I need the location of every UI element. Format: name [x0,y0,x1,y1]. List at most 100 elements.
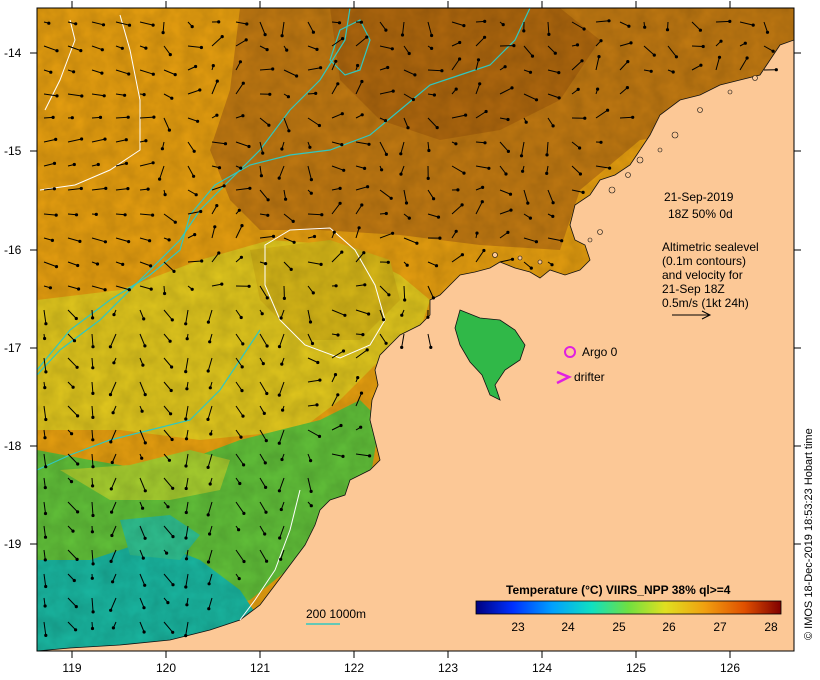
velocity-arrow [235,357,243,368]
velocity-arrow-head [208,340,212,344]
velocity-arrow-head [80,137,84,141]
velocity-arrow-head [319,262,323,266]
velocity-arrow-head [141,363,145,367]
velocity-arrow-head [167,238,171,242]
velocity-arrow-head [217,166,222,170]
velocity-arrow-head [631,115,635,119]
velocity-arrow-head [268,92,272,96]
velocity-arrow [259,235,274,239]
velocity-arrow-head [483,141,487,145]
velocity-arrow-head [171,486,175,490]
velocity-arrow-head [194,193,198,197]
velocity-arrow [739,57,748,71]
velocity-arrow-head [90,576,94,580]
velocity-arrow-head [244,38,248,42]
velocity-arrow [523,189,529,204]
velocity-arrow [475,201,483,215]
velocity-arrow [185,357,189,372]
velocity-arrow-head [699,63,703,67]
velocity-arrow [571,60,583,71]
velocity-arrow [259,141,264,154]
velocity-arrow [235,501,245,514]
velocity-arrow [355,392,362,407]
velocity-arrow-head [44,633,48,638]
velocity-arrow-head [103,137,107,141]
velocity-arrow-head [211,64,215,68]
velocity-arrow [331,141,342,146]
velocity-arrow-head [475,231,479,235]
velocity-arrow-head [674,55,679,59]
velocity-arrow-head [259,174,263,178]
velocity-arrow [207,453,213,468]
lat-label: -16 [4,243,22,257]
velocity-arrow [163,429,173,440]
velocity-arrow-head [78,239,82,243]
velocity-arrow-head [462,24,466,28]
velocity-arrow [67,621,76,631]
velocity-arrow-head [209,432,213,436]
velocity-arrow [43,309,47,324]
velocity-arrow [331,425,342,431]
velocity-arrow-head [170,318,174,322]
velocity-arrow-head [478,82,482,86]
lon-tick-0: 119 [62,1,82,675]
velocity-arrow-head [264,485,268,489]
velocity-arrow [283,69,297,77]
velocity-arrow-head [185,603,189,607]
lon-tick-3: 122 [344,1,364,675]
velocity-arrow-head [295,74,299,78]
velocity-arrow [211,205,218,215]
velocity-arrow-head [109,608,113,612]
velocity-arrow [595,165,610,169]
velocity-arrow-head [109,487,113,491]
velocity-arrow [139,237,150,242]
velocity-arrow [499,87,513,95]
velocity-arrow-head [368,454,372,458]
velocity-arrow-head [152,115,156,119]
velocity-arrow [139,429,146,444]
velocity-arrow-head [208,386,212,390]
velocity-arrow [235,39,247,47]
velocity-arrow [211,226,216,239]
velocity-arrow [379,309,384,320]
velocity-arrows [43,19,778,638]
velocity-arrow-head [265,296,269,300]
velocity-arrow-head [337,21,342,25]
argo-legend: Argo 0 [564,345,618,359]
velocity-arrow-head [407,216,411,220]
velocity-arrow [667,45,677,58]
velocity-arrow [67,501,78,513]
velocity-arrow [43,405,47,420]
velocity-arrow [139,525,146,539]
velocity-arrow-head [316,360,320,365]
velocity-arrow [67,453,79,465]
velocity-arrow-head [213,225,217,229]
velocity-arrow-head [627,24,631,28]
velocity-arrow-head [314,91,318,95]
velocity-arrow [207,501,213,516]
velocity-arrow [163,573,174,586]
colorbar-tick: 26 [662,620,676,634]
velocity-arrow-head [547,32,551,37]
velocity-arrow-head [206,513,210,517]
velocity-arrow [331,165,344,171]
velocity-arrow-head [144,46,148,50]
velocity-arrow-head [196,119,200,123]
velocity-arrow [67,597,77,607]
velocity-arrow-head [247,284,251,288]
velocity-arrow [451,254,463,263]
velocity-arrow-head [143,441,147,445]
velocity-arrow [451,21,465,27]
velocity-arrow-head [406,126,410,130]
velocity-arrow-head [286,95,290,99]
velocity-arrow [43,162,55,167]
velocity-arrow [115,237,129,243]
velocity-arrow-head [366,185,370,189]
velocity-arrow-head [220,35,224,39]
velocity-arrow [451,58,461,71]
velocity-arrow-head [553,51,557,55]
velocity-arrow-head [74,628,78,632]
velocity-arrow [185,405,189,420]
velocity-arrow-head [184,486,188,491]
velocity-arrow-head [384,28,388,32]
